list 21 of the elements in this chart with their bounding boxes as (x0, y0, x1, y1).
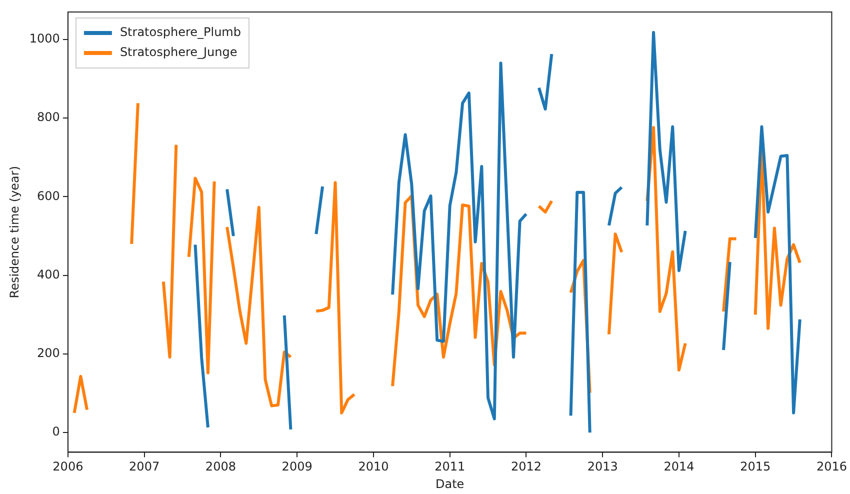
x-tick-label: 2015 (740, 460, 771, 474)
x-tick-label: 2006 (52, 460, 84, 474)
y-tick-label: 1000 (29, 32, 60, 46)
x-tick-label: 2009 (282, 460, 312, 474)
y-tick-label: 600 (37, 188, 60, 203)
x-tick-label: 2016 (816, 460, 848, 474)
x-tick-label: 2013 (587, 460, 618, 474)
x-tick-label: 2007 (129, 460, 160, 474)
x-tick-label: 2012 (510, 460, 542, 474)
y-axis-title: Residence time (year) (7, 166, 22, 298)
x-tick-label: 2011 (434, 460, 466, 474)
legend-label: Stratosphere_Plumb (120, 25, 241, 40)
legend-label: Stratosphere_Junge (120, 45, 238, 60)
y-tick-label: 400 (37, 267, 60, 282)
x-tick-label: 2014 (664, 460, 694, 474)
y-tick-label: 0 (52, 424, 60, 439)
x-tick-label: 2010 (358, 460, 389, 474)
y-tick-label: 200 (37, 346, 60, 360)
x-tick-label: 2008 (205, 460, 236, 474)
y-tick-label: 800 (37, 110, 60, 124)
x-axis-title: Date (435, 476, 464, 491)
